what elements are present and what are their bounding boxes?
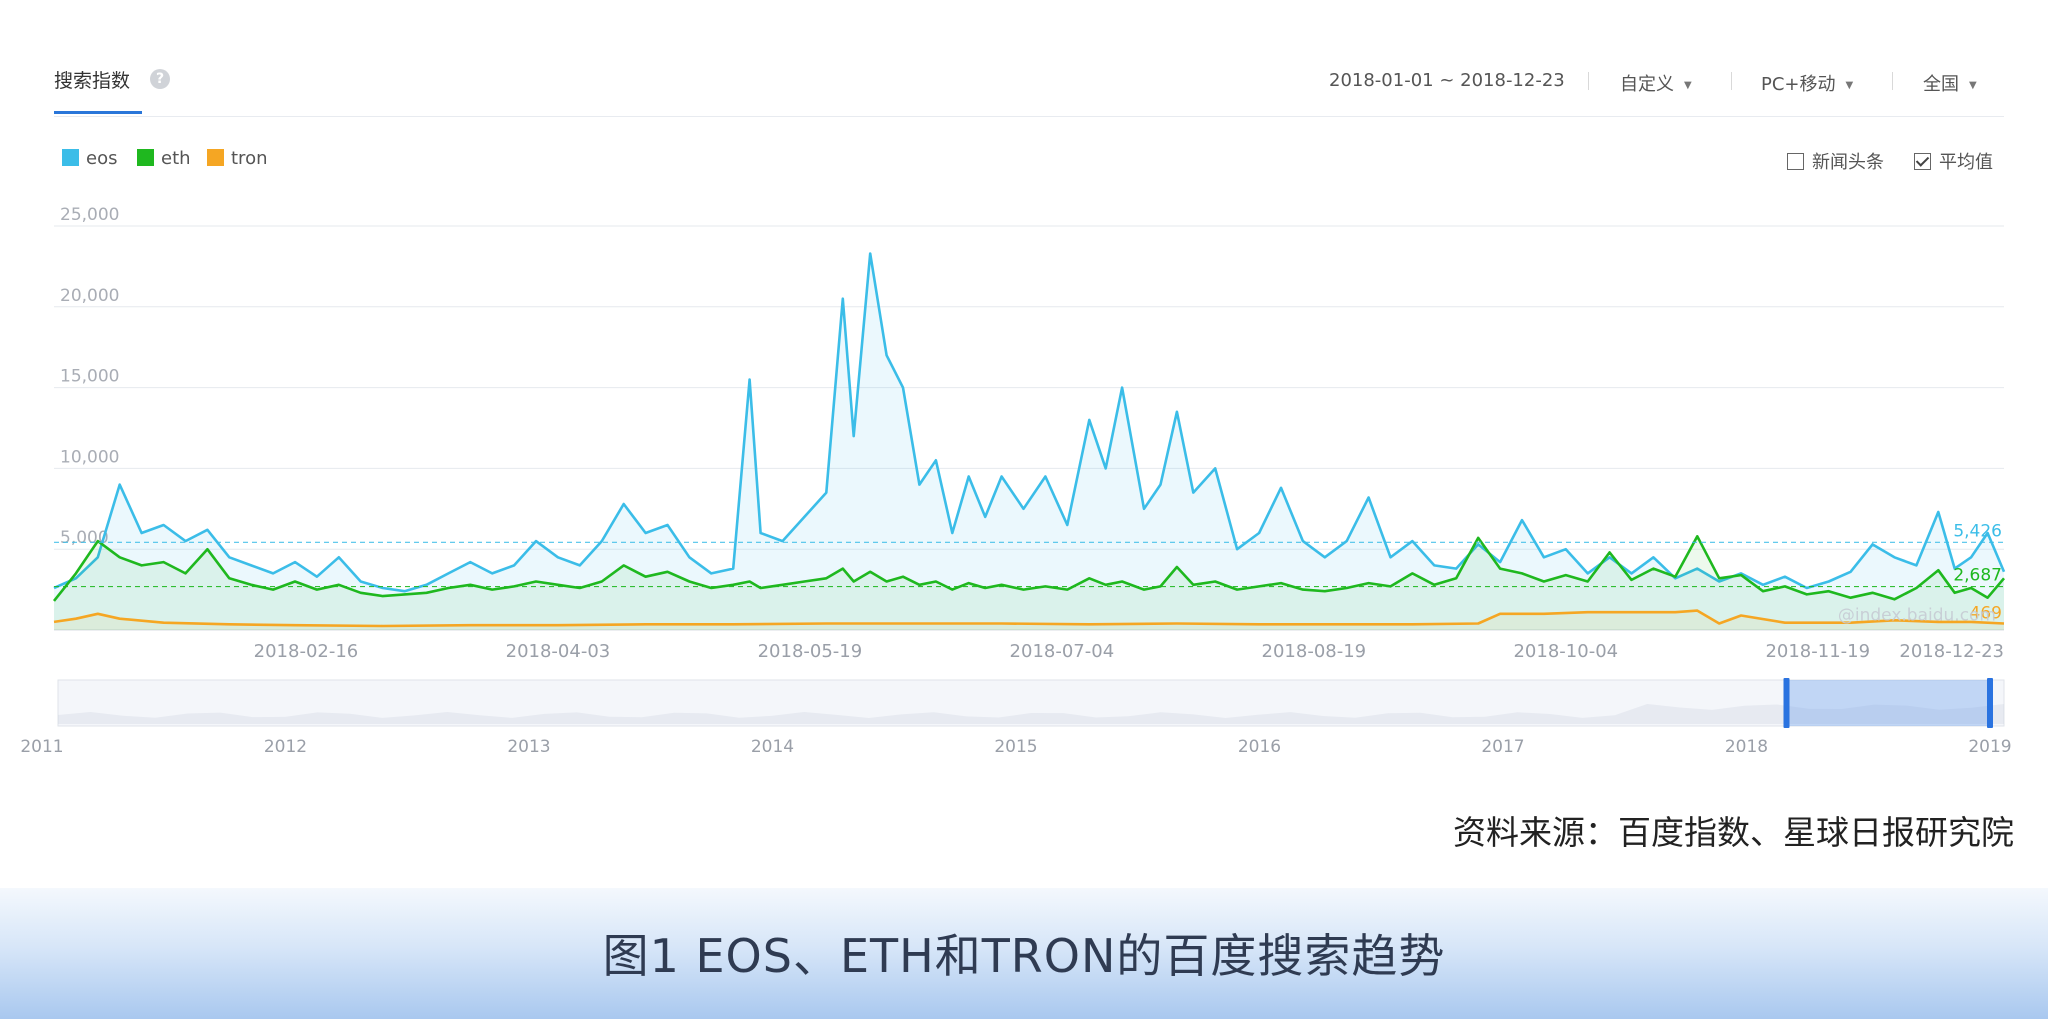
- navigator-year-label: 2015: [994, 737, 1037, 757]
- legend-swatch: [137, 149, 154, 166]
- average-checkbox[interactable]: [1914, 153, 1931, 170]
- x-tick-label: 2018-10-04: [1513, 641, 1618, 662]
- average-label-tron: 469: [1970, 603, 2002, 623]
- legend-label: tron: [231, 148, 268, 169]
- figure-caption: 图1 EOS、ETH和TRON的百度搜索趋势: [602, 929, 1446, 983]
- chevron-down-icon: ▼: [1969, 79, 1977, 91]
- x-tick-label: 2018-05-19: [758, 641, 863, 662]
- active-tab-indicator: [54, 111, 142, 114]
- legend-label: eth: [161, 148, 191, 169]
- period-dropdown[interactable]: 自定义 ▼: [1620, 70, 1692, 96]
- series-area-tron: [54, 610, 2004, 630]
- filter-separator: [1892, 72, 1893, 90]
- series-line-eos: [53, 252, 2006, 593]
- caption-band: [0, 888, 2048, 1019]
- y-tick-label: 25,000: [60, 205, 119, 225]
- y-tick-label: 15,000: [60, 367, 119, 387]
- x-tick-label: 2018-04-03: [506, 641, 611, 662]
- news-headline-label: 新闻头条: [1812, 152, 1884, 173]
- navigator-handle-left: [1783, 678, 1790, 728]
- average-label-eth: 2,687: [1953, 566, 2002, 586]
- chevron-down-icon: ▼: [1684, 79, 1692, 91]
- navigator-mini-area: [58, 704, 2004, 724]
- region-dropdown[interactable]: 全国 ▼: [1923, 70, 1977, 96]
- navigator-year-label: 2012: [264, 737, 307, 757]
- period-dropdown-label: 自定义: [1620, 74, 1674, 95]
- x-tick-label: 2018-02-16: [254, 641, 359, 662]
- navigator-year-label: 2018: [1725, 737, 1768, 757]
- chart-watermark: @index.baidu.com: [1838, 606, 1996, 626]
- y-tick-label: 20,000: [60, 286, 119, 306]
- y-tick-label: 10,000: [60, 447, 119, 467]
- navigator-year-label: 2011: [20, 737, 63, 757]
- chart-toolbar: 搜索指数 ? 2018-01-01 ~ 2018-12-23 自定义 ▼ PC+移…: [0, 0, 2048, 118]
- average-label-eos: 5,426: [1953, 521, 2002, 541]
- range-navigator: [57, 679, 2005, 727]
- legend-item-eth[interactable]: eth: [137, 148, 191, 169]
- legend-swatch: [207, 149, 224, 166]
- toolbar-divider: [54, 116, 2004, 117]
- filter-separator: [1731, 72, 1732, 90]
- x-tick-label: 2018-07-04: [1010, 641, 1115, 662]
- navigator-year-label: 2019: [1968, 737, 2011, 757]
- region-dropdown-label: 全国: [1923, 74, 1959, 95]
- series-line-eth: [52, 535, 2005, 602]
- average-label: 平均值: [1939, 152, 1993, 173]
- series-area-eos: [54, 253, 2004, 630]
- x-tick-label: 2018-12-23: [1899, 641, 2004, 662]
- x-tick-label: 2018-08-19: [1262, 641, 1367, 662]
- news-headline-checkbox[interactable]: [1787, 153, 1804, 170]
- navigator-year-label: 2017: [1481, 737, 1524, 757]
- legend-item-eos[interactable]: eos: [62, 148, 117, 169]
- average-toggle[interactable]: 平均值: [1914, 148, 1993, 174]
- navigator-year-label: 2016: [1238, 737, 1281, 757]
- device-dropdown[interactable]: PC+移动 ▼: [1761, 70, 1853, 96]
- legend-item-tron[interactable]: tron: [207, 148, 267, 169]
- source-note: 资料来源：百度指数、星球日报研究院: [1453, 813, 2014, 852]
- device-dropdown-label: PC+移动: [1761, 74, 1836, 95]
- tab-search-index[interactable]: 搜索指数: [54, 70, 131, 92]
- legend-label: eos: [86, 148, 118, 169]
- x-tick-label: 2018-11-19: [1765, 641, 1870, 662]
- series-line-tron: [53, 609, 2005, 628]
- filter-separator: [1588, 72, 1589, 90]
- date-range-picker[interactable]: 2018-01-01 ~ 2018-12-23: [1329, 70, 1565, 91]
- navigator-selection: [1786, 680, 1990, 726]
- series-area-eth: [54, 536, 2004, 630]
- navigator-year-label: 2013: [507, 737, 550, 757]
- navigator-handle-right: [1987, 678, 1993, 728]
- navigator-year-label: 2014: [751, 737, 794, 757]
- legend-swatch: [62, 149, 79, 166]
- news-headline-toggle[interactable]: 新闻头条: [1787, 148, 1884, 174]
- help-icon[interactable]: ?: [150, 69, 170, 89]
- chevron-down-icon: ▼: [1845, 79, 1854, 91]
